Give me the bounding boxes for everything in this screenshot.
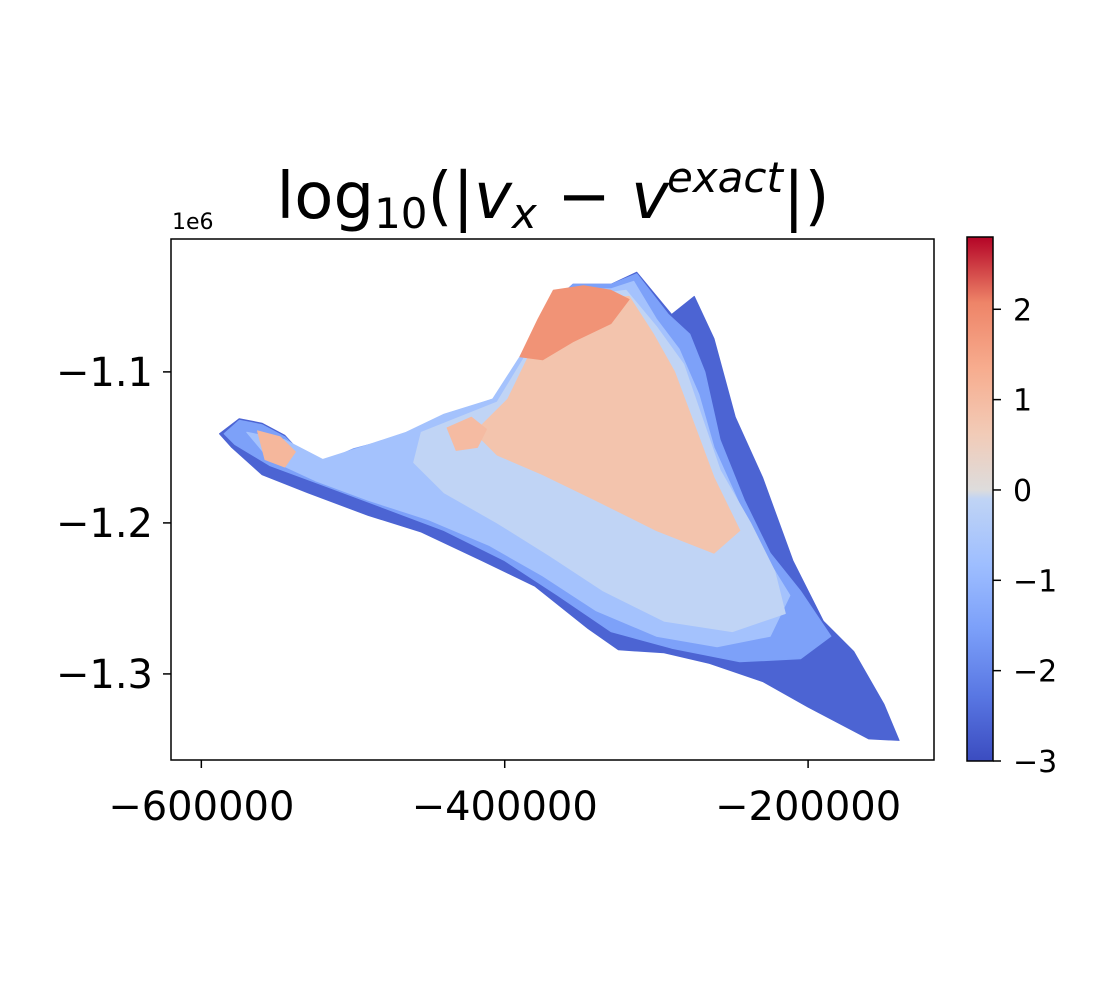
x-axis: −600000 −400000 −200000	[108, 760, 901, 830]
colorbar-axis: 2 1 0 −1 −2 −3	[993, 293, 1057, 780]
colorbar	[966, 236, 994, 762]
x-tick-label: −400000	[412, 784, 598, 830]
axes-frame	[170, 238, 935, 761]
colorbar-tick-label: −2	[1013, 655, 1057, 690]
region-red-top	[519, 285, 630, 361]
x-tick-label: −200000	[715, 784, 901, 830]
plot-area	[219, 271, 900, 741]
y-tick-label: −1.1	[56, 350, 153, 396]
colorbar-tick-label: −3	[1013, 745, 1057, 780]
colorbar-tick-label: 1	[1013, 384, 1032, 419]
y-axis-offset-text: 1e6	[172, 210, 214, 235]
region-mid-patch	[446, 416, 487, 451]
y-tick-label: −1.3	[56, 652, 153, 698]
colorbar-tick-label: 0	[1013, 474, 1032, 509]
colorbar-tick-label: −1	[1013, 564, 1057, 599]
colorbar-tick-label: 2	[1013, 293, 1032, 328]
x-tick-label: −600000	[108, 784, 294, 830]
y-tick-label: −1.2	[56, 501, 153, 547]
y-axis: −1.1 −1.2 −1.3	[56, 350, 171, 698]
region-west-patch	[257, 430, 296, 468]
chart-title: log10(|vx − vexact|)	[277, 153, 830, 238]
